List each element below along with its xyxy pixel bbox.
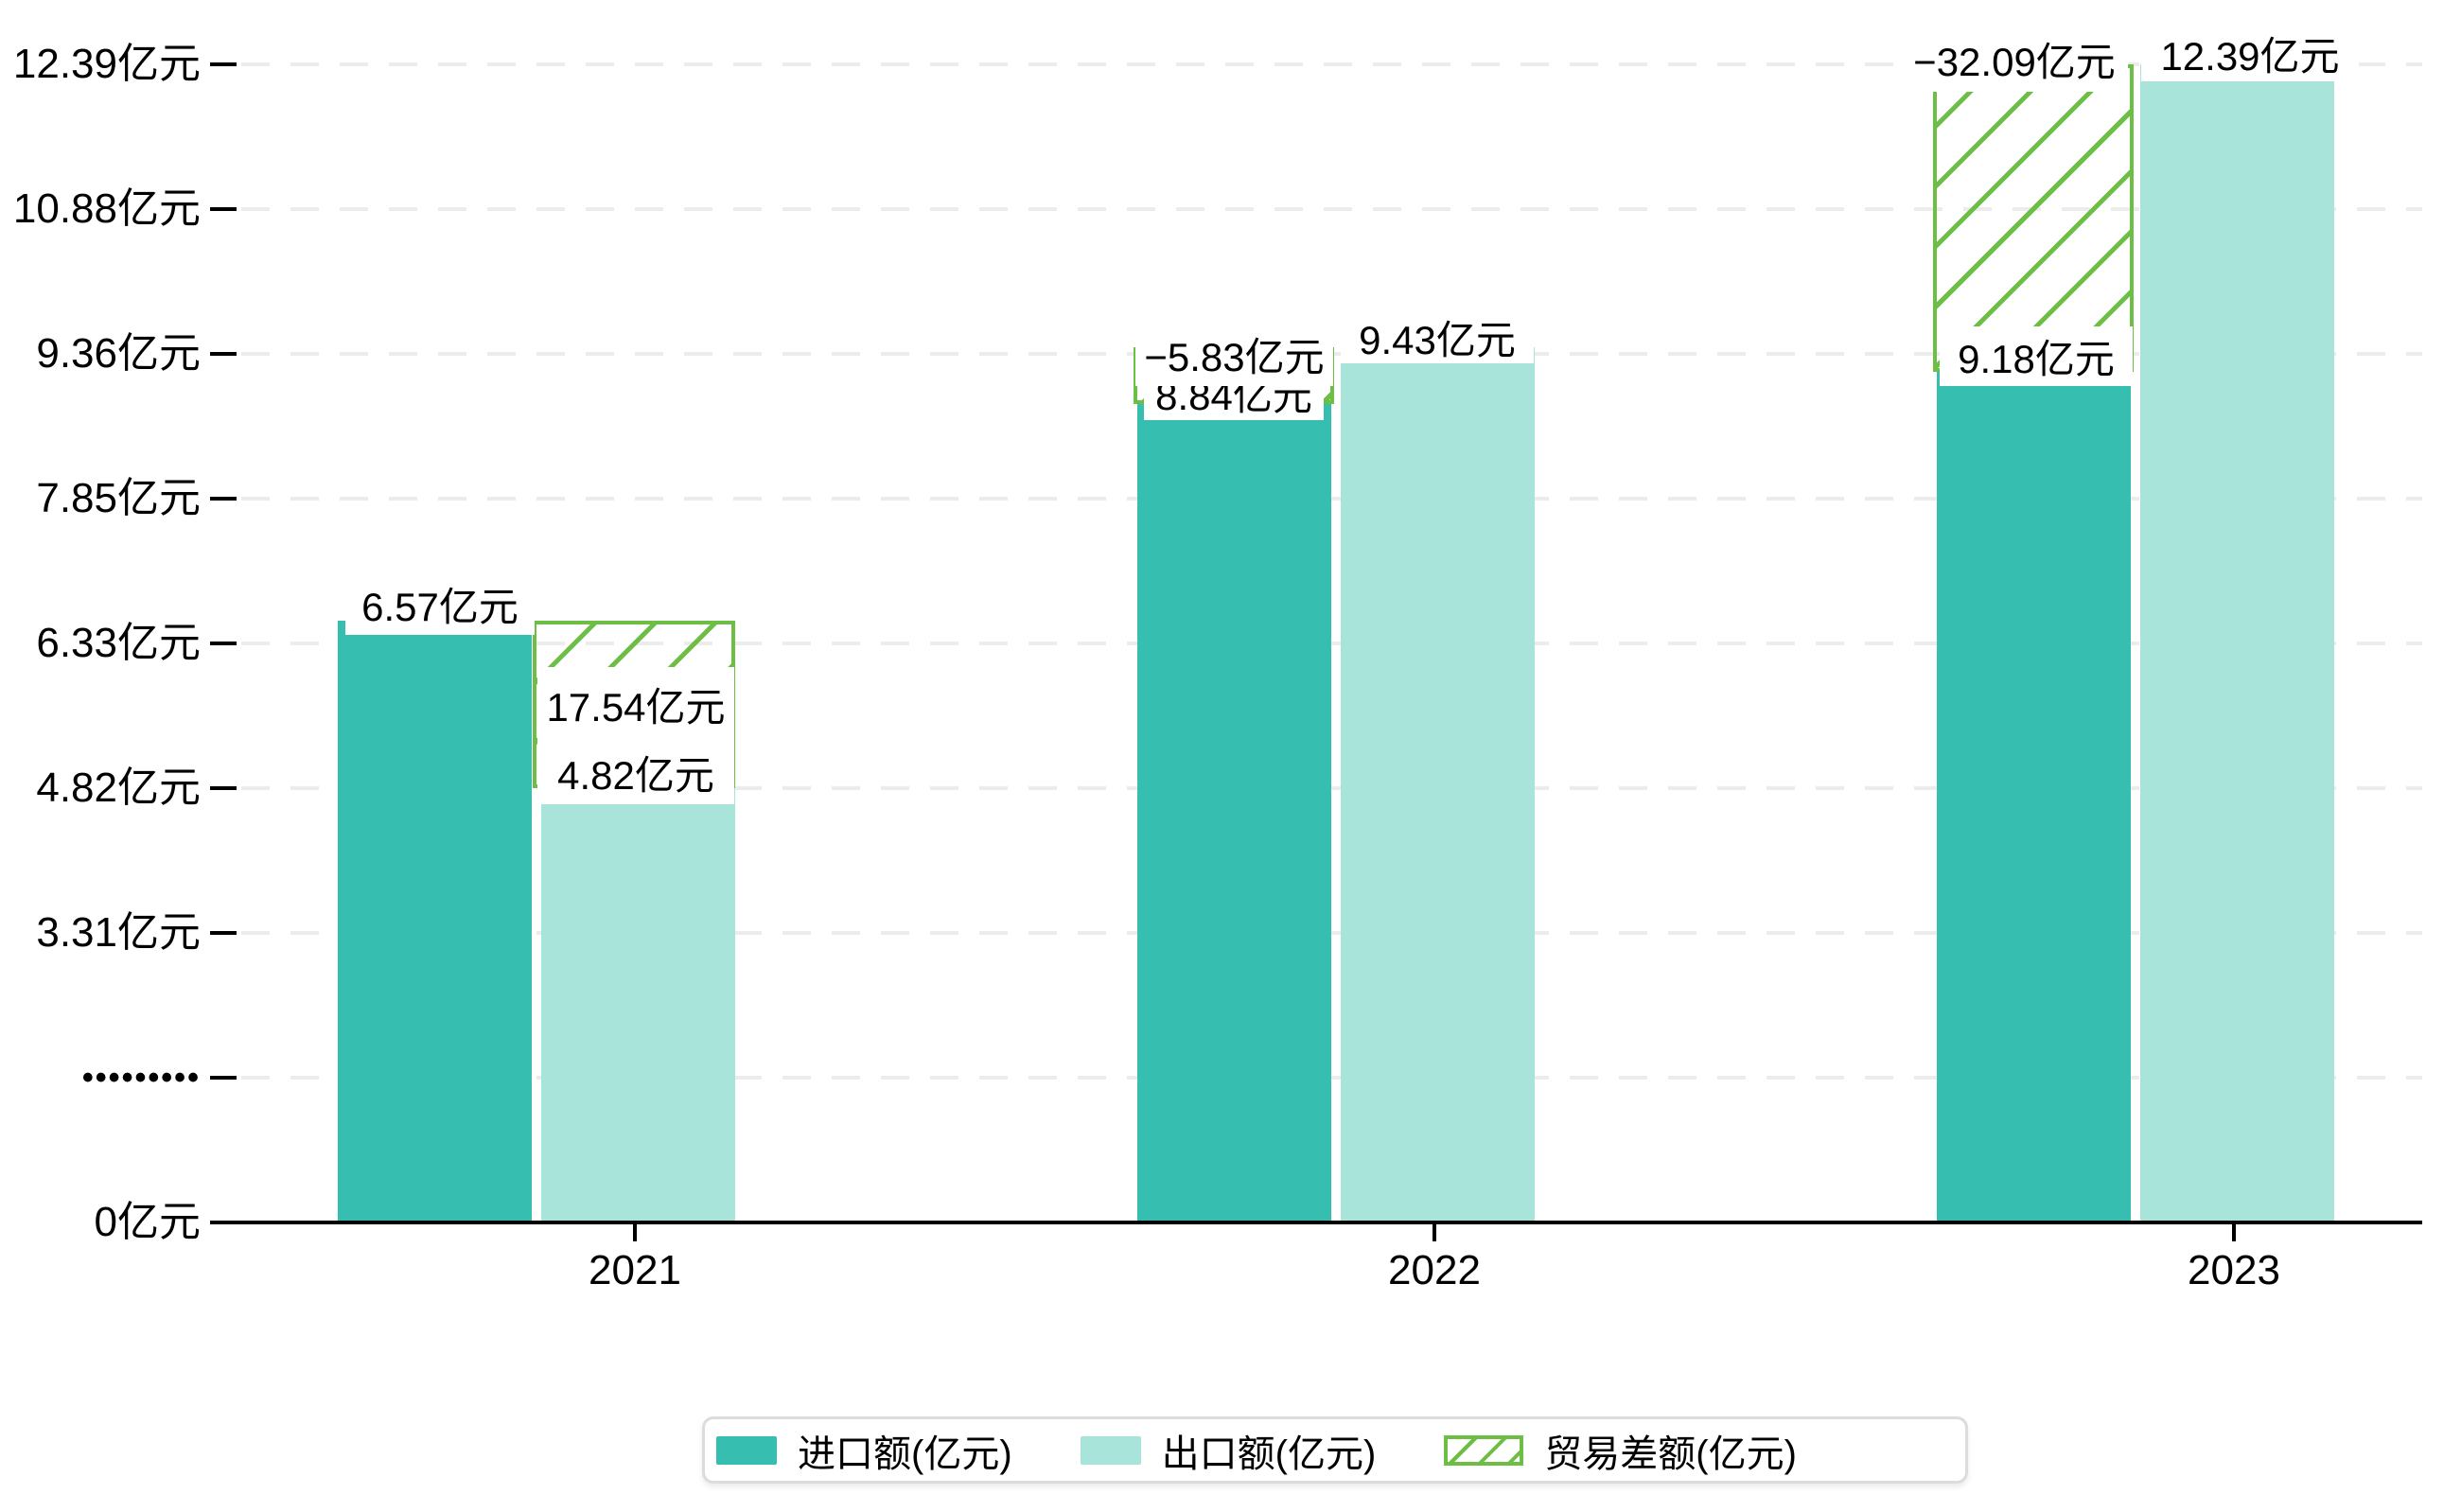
export-bar[interactable] — [541, 788, 735, 1222]
x-tick-mark — [2232, 1224, 2236, 1241]
gridline — [241, 497, 2422, 501]
y-axis-label: 6.33亿元 — [36, 620, 201, 666]
x-axis-year-label: 2021 — [589, 1247, 681, 1293]
y-axis-label: 3.31亿元 — [36, 909, 201, 956]
legend-label-import: 进口额(亿元) — [798, 1433, 1012, 1475]
x-tick-mark — [1433, 1224, 1436, 1241]
x-axis-year-label: 2023 — [2188, 1247, 2280, 1293]
y-axis-label: 12.39亿元 — [12, 41, 201, 87]
export-swatch-icon — [1080, 1435, 1141, 1465]
export-value-label: 4.82亿元 — [537, 741, 734, 804]
export-bar[interactable] — [2140, 64, 2334, 1222]
trade-diff-value-label: −5.83亿元 — [1135, 322, 1333, 386]
legend-item-trade-diff[interactable]: 贸易差额(亿元) — [1444, 1423, 1797, 1478]
y-tick-mark — [210, 642, 237, 645]
legend-item-export[interactable]: 出口额(亿元) — [1080, 1423, 1377, 1478]
gridline — [241, 207, 2422, 211]
export-value-label: 12.39亿元 — [2141, 25, 2359, 81]
y-axis-label: 9.36亿元 — [36, 330, 201, 377]
export-value-label: 9.43亿元 — [1341, 311, 1534, 363]
y-tick-mark — [210, 352, 237, 356]
y-axis-label: ••••••••• — [81, 1060, 201, 1096]
legend-item-import[interactable]: 进口额(亿元) — [716, 1423, 1012, 1478]
legend-label-trade-diff: 贸易差额(亿元) — [1544, 1433, 1797, 1475]
gridline — [241, 62, 2422, 66]
y-axis-label: 0亿元 — [94, 1199, 201, 1245]
import-bar[interactable] — [1137, 404, 1331, 1222]
import-bar[interactable] — [1937, 372, 2131, 1222]
gridline — [241, 931, 2422, 935]
y-tick-mark — [210, 1076, 237, 1080]
export-bar[interactable] — [1341, 347, 1535, 1222]
y-tick-mark — [210, 207, 237, 211]
x-tick-mark — [633, 1224, 637, 1241]
gridline — [241, 786, 2422, 790]
y-tick-mark — [210, 497, 237, 501]
y-axis-label: 10.88亿元 — [12, 185, 201, 232]
trade-diff-value-label: 17.54亿元 — [537, 667, 734, 741]
gridline — [241, 642, 2422, 645]
y-tick-mark — [210, 931, 237, 935]
import-swatch-icon — [716, 1435, 777, 1465]
x-axis-line — [218, 1221, 2422, 1224]
x-axis-year-label: 2022 — [1388, 1247, 1481, 1293]
trade-diff-swatch-icon — [1444, 1434, 1524, 1466]
legend-label-export: 出口额(亿元) — [1161, 1433, 1377, 1475]
import-value-label: 6.57亿元 — [345, 572, 535, 635]
import-bar[interactable] — [338, 621, 532, 1222]
y-axis-label: 7.85亿元 — [36, 475, 201, 521]
gridline — [241, 1076, 2422, 1080]
import-value-label: 9.18亿元 — [1940, 326, 2133, 386]
y-tick-mark — [210, 62, 237, 66]
trade-diff-value-label: −32.09亿元 — [1901, 26, 2128, 92]
y-axis-label: 4.82亿元 — [36, 765, 201, 811]
legend: 进口额(亿元) 出口额(亿元) 贸易差额(亿元) — [702, 1416, 1968, 1484]
y-tick-mark — [210, 786, 237, 790]
